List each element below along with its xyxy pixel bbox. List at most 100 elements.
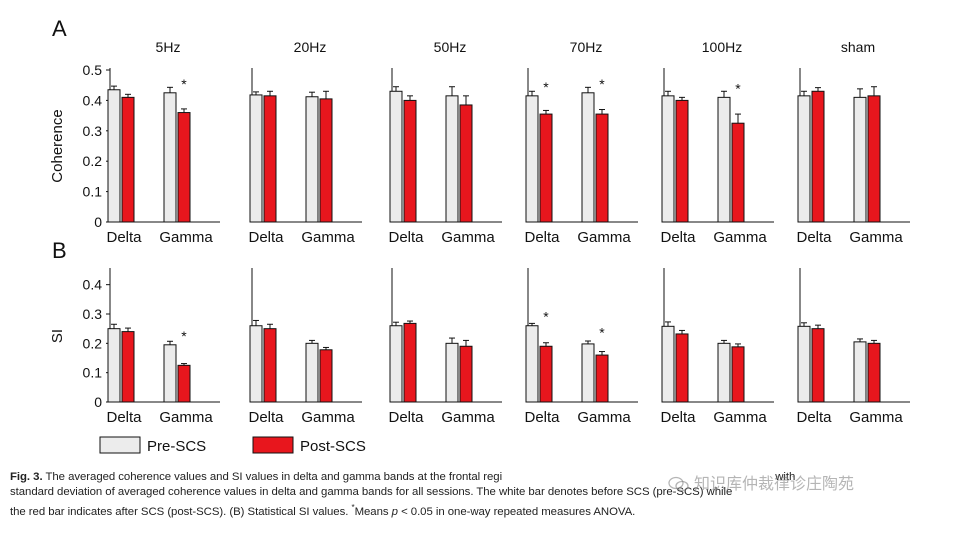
pre-bar (581, 92, 595, 223)
post-bar (595, 354, 609, 403)
wechat-icon (668, 476, 689, 492)
pre-bar (445, 342, 459, 403)
post-bar (319, 349, 333, 403)
group-B-2: Delta Gamma (388, 268, 502, 426)
pre-bar (163, 344, 177, 403)
y-axis-label-A: Coherence (49, 109, 66, 182)
x-category-label: Delta (106, 229, 142, 246)
post-bar (121, 331, 135, 403)
post-bar (177, 112, 191, 223)
post-bar (403, 322, 417, 403)
x-category-label: Delta (524, 229, 560, 246)
pre-bar (107, 89, 121, 223)
group-A-1: 20Hz Delta Gamma (248, 39, 362, 246)
y-tick-label: 0.2 (83, 153, 103, 169)
group-A-4: 100Hz Delta Gamma * (660, 39, 774, 246)
x-category-label: Delta (796, 229, 832, 246)
panel-letter-A: A (52, 16, 67, 41)
group-B-0: Delta Gamma * (106, 268, 220, 426)
group-title: 50Hz (434, 39, 467, 55)
caption-sup: * (351, 503, 355, 512)
legend-pre-label: Pre-SCS (147, 438, 206, 455)
legend-post-label: Post-SCS (300, 438, 366, 455)
x-category-label: Delta (388, 409, 424, 426)
post-bar (177, 364, 191, 403)
x-category-label: Gamma (159, 229, 213, 246)
caption-line2: standard deviation of averaged coherence… (10, 486, 733, 498)
significance-marker: * (181, 328, 187, 344)
x-category-label: Gamma (441, 409, 495, 426)
post-bar (539, 345, 553, 403)
pre-bar (249, 94, 263, 223)
group-A-3: 70Hz Delta * Gamma * (524, 39, 638, 246)
pre-bar (163, 92, 177, 223)
x-category-label: Delta (248, 409, 284, 426)
pre-bar (853, 96, 867, 223)
significance-marker: * (543, 309, 549, 325)
group-B-4: Delta Gamma (660, 268, 774, 426)
figure-canvas: A Coherence 0 0.1 0.2 0.3 0.4 0.5 5Hz Delta Gamma *… (49, 16, 910, 455)
legend-post-swatch (252, 436, 294, 454)
x-category-label: Gamma (301, 409, 355, 426)
caption-line3a: the red bar indicates after SCS (post-SC… (10, 505, 349, 518)
x-category-label: Gamma (159, 409, 213, 426)
significance-marker: * (735, 80, 741, 96)
pre-bar (661, 95, 675, 223)
post-bar (263, 95, 277, 223)
pre-bar (661, 325, 675, 403)
y-tick-label: 0.3 (83, 123, 103, 139)
pre-bar (249, 325, 263, 403)
significance-marker: * (181, 76, 187, 92)
panel-letter-B: B (52, 238, 67, 263)
pre-bar (797, 325, 811, 403)
panel-A: A Coherence 0 0.1 0.2 0.3 0.4 0.5 5Hz Delta Gamma *… (49, 16, 910, 246)
pre-bar (305, 96, 319, 223)
caption-line3b: Means (354, 505, 389, 518)
post-bar (811, 90, 825, 223)
pre-bar (389, 90, 403, 223)
y-tick-label: 0.1 (83, 184, 103, 200)
x-category-label: Gamma (713, 409, 767, 426)
group-B-3: Delta * Gamma * (524, 268, 638, 426)
x-category-label: Gamma (577, 229, 631, 246)
group-title: 20Hz (294, 39, 327, 55)
x-category-label: Gamma (301, 229, 355, 246)
x-category-label: Delta (660, 409, 696, 426)
pre-bar (797, 95, 811, 223)
post-bar (867, 95, 881, 223)
pre-bar (581, 343, 595, 403)
pre-bar (305, 342, 319, 403)
y-tick-label: 0 (94, 394, 102, 410)
x-category-label: Delta (388, 229, 424, 246)
post-bar (595, 113, 609, 223)
pre-bar (445, 95, 459, 223)
post-bar (319, 98, 333, 223)
post-bar (675, 99, 689, 223)
legend: Pre-SCS Post-SCS (99, 436, 366, 455)
x-category-label: Gamma (577, 409, 631, 426)
group-A-5: sham Delta Gamma (796, 39, 910, 246)
figure-caption: Fig. 3. The averaged coherence values an… (10, 470, 965, 520)
x-category-label: Delta (796, 409, 832, 426)
significance-marker: * (599, 325, 605, 341)
x-category-label: Delta (248, 229, 284, 246)
group-title: sham (841, 39, 875, 55)
significance-marker: * (599, 76, 605, 92)
group-B-5: Delta Gamma (796, 268, 910, 426)
pre-bar (525, 325, 539, 403)
group-B-1: Delta Gamma (248, 268, 362, 426)
y-tick-label: 0.4 (83, 92, 103, 108)
y-tick-label: 0.4 (83, 277, 103, 293)
pre-bar (525, 95, 539, 223)
caption-line3c: < 0.05 in one-way repeated measures ANOV… (401, 505, 636, 518)
pre-bar (107, 328, 121, 403)
y-tick-label: 0.1 (83, 365, 103, 381)
pre-bar (717, 96, 731, 223)
group-A-2: 50Hz Delta Gamma (388, 39, 502, 246)
caption-line1-tail: with (775, 471, 796, 483)
post-bar (539, 113, 553, 223)
caption-line1: The averaged coherence values and SI val… (45, 471, 503, 483)
post-bar (731, 122, 745, 223)
post-bar (675, 333, 689, 403)
pre-bar (717, 342, 731, 403)
